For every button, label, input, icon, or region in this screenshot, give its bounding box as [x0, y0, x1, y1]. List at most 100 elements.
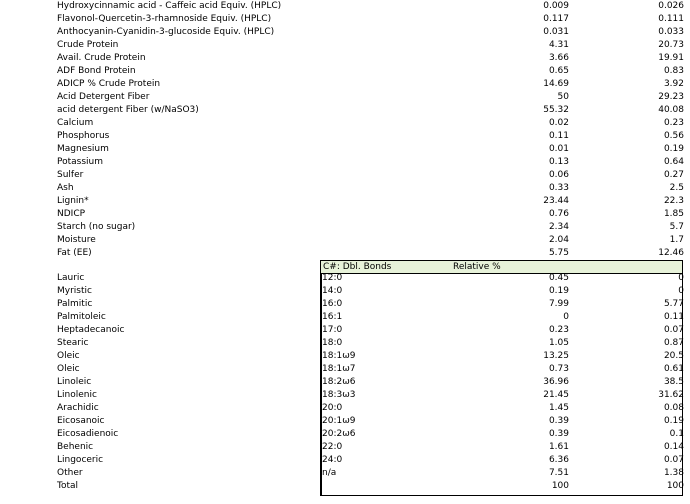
nutrient-name-cell[interactable]: acid detergent Fiber (w/NaSO3) [57, 105, 199, 115]
value-cell-1[interactable]: 50 [557, 92, 569, 102]
value-cell-2[interactable]: 29.23 [658, 92, 684, 102]
value-cell-2[interactable]: 20.73 [658, 40, 684, 50]
value-cell-1[interactable]: 0.01 [548, 144, 569, 154]
value-cell-2[interactable]: 1.7 [669, 235, 684, 245]
carbon-bond-cell[interactable]: 18:0 [322, 338, 343, 348]
nutrient-name-cell[interactable]: Acid Detergent Fiber [57, 92, 150, 102]
nutrient-name-cell[interactable]: Starch (no sugar) [57, 222, 136, 232]
relative-percent-cell-1[interactable]: 7.51 [548, 468, 569, 478]
carbon-bond-cell[interactable]: 17:0 [322, 325, 343, 335]
relative-percent-cell-1[interactable]: 1.61 [548, 442, 569, 452]
carbon-bond-cell[interactable]: 18:1ω7 [322, 364, 356, 374]
nutrient-name-cell[interactable]: Magnesium [57, 144, 109, 154]
value-cell-1[interactable]: 0.11 [548, 131, 569, 141]
carbon-bond-cell[interactable]: 14:0 [322, 286, 343, 296]
relative-percent-cell-1[interactable]: 7.99 [548, 299, 569, 309]
relative-percent-cell-1[interactable]: 0.23 [548, 325, 569, 335]
value-cell-1[interactable]: 55.32 [543, 105, 569, 115]
nutrient-name-cell[interactable]: Avail. Crude Protein [57, 53, 146, 63]
value-cell-2[interactable]: 0.19 [663, 144, 684, 154]
fatty-acid-name-cell[interactable]: Myristic [57, 286, 92, 296]
relative-percent-cell-2[interactable]: 5.77 [663, 299, 684, 309]
carbon-bond-cell[interactable]: 20:1ω9 [322, 416, 356, 426]
carbon-bond-cell[interactable]: 18:2ω6 [322, 377, 356, 387]
relative-percent-cell-1[interactable]: 21.45 [543, 390, 569, 400]
relative-percent-cell-2[interactable]: 0.61 [663, 364, 684, 374]
relative-percent-cell-2[interactable]: 0.07 [663, 455, 684, 465]
relative-percent-cell-2[interactable]: 0.87 [663, 338, 684, 348]
fatty-acid-name-cell[interactable]: Lauric [57, 273, 85, 283]
nutrient-name-cell[interactable]: Moisture [57, 235, 96, 245]
value-cell-2[interactable]: 0.27 [663, 170, 684, 180]
value-cell-1[interactable]: 0.76 [548, 209, 569, 219]
value-cell-1[interactable]: 5.75 [548, 248, 569, 258]
fatty-acid-name-cell[interactable]: Stearic [57, 338, 89, 348]
fatty-acid-name-cell[interactable]: Eicosadienoic [57, 429, 119, 439]
relative-percent-cell-1[interactable]: 13.25 [543, 351, 569, 361]
fatty-acid-name-cell[interactable]: Linoleic [57, 377, 92, 387]
relative-percent-cell-2[interactable]: 0.14 [663, 442, 684, 452]
relative-percent-cell-2[interactable]: 31.62 [658, 390, 684, 400]
relative-percent-cell-1[interactable]: 0.39 [548, 416, 569, 426]
carbon-bond-cell[interactable]: 22:0 [322, 442, 343, 452]
value-cell-1[interactable]: 0.02 [548, 118, 569, 128]
value-cell-1[interactable]: 14.69 [543, 79, 569, 89]
value-cell-1[interactable]: 0.117 [543, 14, 569, 24]
nutrient-name-cell[interactable]: Potassium [57, 157, 104, 167]
relative-percent-cell-1[interactable]: 0.39 [548, 429, 569, 439]
relative-percent-cell-1[interactable]: 6.36 [548, 455, 569, 465]
value-cell-2[interactable]: 0.026 [658, 1, 684, 11]
relative-percent-cell-1[interactable]: 0.19 [548, 286, 569, 296]
fatty-acid-name-cell[interactable]: Lingoceric [57, 455, 104, 465]
value-cell-2[interactable]: 12.46 [658, 248, 684, 258]
nutrient-name-cell[interactable]: ADF Bond Protein [57, 66, 136, 76]
nutrient-name-cell[interactable]: ADICP % Crude Protein [57, 79, 161, 89]
nutrient-name-cell[interactable]: Calcium [57, 118, 94, 128]
value-cell-2[interactable]: 2.5 [669, 183, 684, 193]
carbon-bond-cell[interactable]: 16:0 [322, 299, 343, 309]
nutrient-name-cell[interactable]: Anthocyanin-Cyanidin-3-glucoside Equiv. … [57, 27, 275, 37]
carbon-bond-cell[interactable]: 24:0 [322, 455, 343, 465]
value-cell-2[interactable]: 40.08 [658, 105, 684, 115]
value-cell-2[interactable]: 0.111 [658, 14, 684, 24]
value-cell-1[interactable]: 3.66 [548, 53, 569, 63]
fatty-acid-name-cell[interactable]: Other [57, 468, 83, 478]
value-cell-1[interactable]: 0.13 [548, 157, 569, 167]
fatty-acid-name-cell[interactable]: Behenic [57, 442, 94, 452]
fatty-acid-name-cell[interactable]: Total [57, 481, 79, 491]
fatty-acid-name-cell[interactable]: Arachidic [57, 403, 99, 413]
fatty-acid-name-cell[interactable]: Palmitic [57, 299, 93, 309]
nutrient-name-cell[interactable]: NDICP [57, 209, 86, 219]
value-cell-1[interactable]: 0.33 [548, 183, 569, 193]
carbon-bond-cell[interactable]: 18:1ω9 [322, 351, 356, 361]
value-cell-1[interactable]: 4.31 [548, 40, 569, 50]
nutrient-name-cell[interactable]: Flavonol-Quercetin-3-rhamnoside Equiv. (… [57, 14, 272, 24]
fatty-acid-name-cell[interactable]: Eicosanoic [57, 416, 105, 426]
value-cell-2[interactable]: 22.3 [663, 196, 684, 206]
value-cell-1[interactable]: 0.009 [543, 1, 569, 11]
fatty-acid-name-cell[interactable]: Palmitoleic [57, 312, 106, 322]
carbon-bond-cell[interactable]: 20:0 [322, 403, 343, 413]
nutrient-name-cell[interactable]: Hydroxycinnamic acid - Caffeic acid Equi… [57, 1, 282, 11]
carbon-bond-cell[interactable]: n/a [322, 468, 337, 478]
relative-percent-cell-2[interactable]: 0 [678, 273, 684, 283]
value-cell-2[interactable]: 1.85 [663, 209, 684, 219]
relative-percent-cell-1[interactable]: 1.45 [548, 403, 569, 413]
nutrient-name-cell[interactable]: Fat (EE) [57, 248, 92, 258]
carbon-bond-cell[interactable]: 20:2ω6 [322, 429, 356, 439]
relative-percent-cell-1[interactable]: 0.45 [548, 273, 569, 283]
relative-percent-cell-1[interactable]: 1.05 [548, 338, 569, 348]
value-cell-2[interactable]: 19.91 [658, 53, 684, 63]
relative-percent-cell-2[interactable]: 0.07 [663, 325, 684, 335]
relative-percent-cell-2[interactable]: 0 [678, 286, 684, 296]
nutrient-name-cell[interactable]: Lignin* [57, 196, 89, 206]
fatty-acid-name-cell[interactable]: Heptadecanoic [57, 325, 125, 335]
value-cell-1[interactable]: 2.34 [548, 222, 569, 232]
carbon-bond-cell[interactable]: 18:3ω3 [322, 390, 356, 400]
relative-percent-cell-1[interactable]: 0 [563, 312, 569, 322]
relative-percent-cell-2[interactable]: 0.11 [663, 312, 684, 322]
nutrient-name-cell[interactable]: Sulfer [57, 170, 84, 180]
value-cell-1[interactable]: 0.06 [548, 170, 569, 180]
value-cell-1[interactable]: 23.44 [543, 196, 569, 206]
nutrient-name-cell[interactable]: Crude Protein [57, 40, 119, 50]
